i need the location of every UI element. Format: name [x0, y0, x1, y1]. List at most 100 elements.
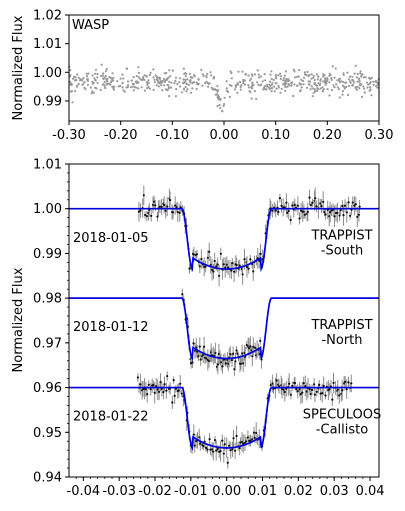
top-data-point: [119, 77, 122, 80]
top-data-point: [301, 79, 305, 82]
data-point: [192, 253, 195, 256]
top-y-tick-label: 1.00: [33, 66, 62, 81]
top-data-point: [179, 85, 182, 88]
bottom-y-axis-label: Normalized Flux: [11, 267, 26, 372]
top-data-point: [130, 79, 133, 82]
top-data-point: [96, 76, 99, 79]
top-data-point: [69, 83, 72, 86]
data-point: [221, 365, 224, 368]
top-data-point: [349, 80, 352, 83]
top-x-tick-label: -0.20: [104, 128, 138, 143]
top-data-point: [248, 79, 252, 82]
data-point: [235, 434, 238, 438]
data-point: [206, 448, 209, 451]
top-data-point: [136, 80, 139, 83]
bottom-y-tick-label: 0.98: [33, 292, 62, 307]
data-point: [324, 213, 327, 216]
top-data-point: [219, 98, 222, 101]
top-data-point: [170, 81, 173, 84]
data-point: [146, 393, 149, 396]
date-label: 2018-01-05: [73, 231, 149, 246]
top-data-point: [216, 94, 219, 97]
top-data-point: [173, 82, 176, 85]
data-point: [235, 349, 238, 352]
top-data-point: [153, 78, 156, 81]
bottom-x-tick-label: -0.02: [138, 484, 172, 499]
top-data-point: [171, 69, 174, 72]
data-point: [169, 199, 172, 202]
data-point: [310, 388, 314, 391]
data-point: [301, 391, 304, 394]
data-point: [230, 269, 233, 272]
top-data-point: [310, 77, 313, 80]
top-data-point: [129, 86, 132, 89]
top-data-point: [251, 74, 254, 77]
data-point: [213, 259, 216, 263]
data-point: [179, 382, 182, 385]
data-point: [158, 205, 161, 208]
top-data-point: [366, 86, 369, 89]
top-data-point: [310, 73, 313, 76]
top-data-point: [330, 88, 334, 92]
top-data-point: [333, 76, 336, 79]
data-point: [242, 442, 245, 445]
data-point: [211, 268, 214, 271]
top-data-point: [243, 83, 246, 86]
top-data-point: [69, 80, 72, 83]
top-data-point: [338, 96, 341, 99]
data-point: [305, 390, 308, 393]
top-data-point: [296, 84, 299, 87]
top-data-point: [147, 86, 150, 89]
top-data-point: [239, 85, 242, 89]
data-point: [214, 351, 217, 355]
data-point: [164, 209, 167, 212]
data-point: [232, 352, 235, 355]
data-point: [145, 215, 148, 218]
top-data-point: [168, 95, 171, 98]
top-data-point: [311, 95, 314, 98]
data-point: [204, 446, 208, 449]
top-data-point: [342, 80, 345, 83]
top-data-point: [354, 64, 357, 67]
top-data-point: [370, 76, 373, 79]
top-data-point: [94, 68, 98, 71]
top-data-point: [287, 78, 290, 81]
data-point: [245, 265, 249, 269]
top-data-point: [201, 73, 204, 76]
data-point: [341, 389, 344, 392]
top-data-point: [163, 72, 166, 75]
data-point: [217, 352, 220, 355]
data-point: [166, 375, 169, 378]
top-data-point: [274, 73, 278, 76]
data-point: [204, 265, 207, 268]
top-data-point: [241, 70, 244, 73]
top-data-point: [219, 106, 222, 110]
top-data-point: [358, 80, 361, 83]
top-data-point: [305, 86, 309, 89]
top-data-point: [148, 73, 151, 76]
data-point: [209, 263, 212, 266]
data-point: [150, 214, 153, 217]
top-x-tick-label: 0.20: [313, 128, 342, 143]
top-data-point: [204, 82, 207, 85]
top-data-point: [332, 84, 335, 87]
top-data-point: [314, 90, 317, 93]
data-point: [347, 381, 350, 384]
data-point: [205, 357, 208, 360]
data-point: [240, 440, 244, 443]
data-point: [228, 444, 231, 447]
top-data-point: [356, 72, 359, 76]
top-data-point: [323, 80, 326, 84]
top-data-point: [288, 79, 291, 82]
data-point: [171, 401, 174, 404]
data-point: [239, 362, 243, 365]
top-data-point: [347, 78, 350, 81]
top-data-point: [185, 82, 188, 86]
top-data-point: [285, 79, 288, 82]
top-data-point: [269, 73, 272, 76]
top-data-point: [193, 75, 196, 78]
top-data-point: [312, 76, 315, 79]
top-data-point: [74, 90, 77, 93]
top-data-point: [99, 74, 103, 77]
top-data-point: [126, 84, 130, 87]
